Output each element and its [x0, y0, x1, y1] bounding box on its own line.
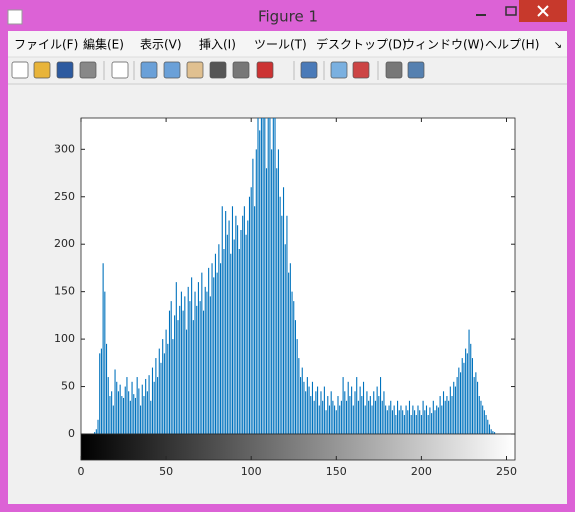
y-tick-label: 250 [54, 190, 75, 203]
x-tick-label: 200 [411, 465, 432, 478]
toolbar-button[interactable] [163, 61, 181, 79]
menu-item[interactable]: 挿入(I) [199, 38, 236, 52]
toolbar-button[interactable] [140, 61, 158, 79]
toolbar-button[interactable] [79, 61, 97, 79]
toolbar-button[interactable] [33, 61, 51, 79]
close-icon [537, 5, 549, 17]
x-tick-label: 150 [326, 465, 347, 478]
x-tick-label: 250 [496, 465, 517, 478]
toolbar-button[interactable] [385, 61, 403, 79]
toolbar-button[interactable] [56, 61, 74, 79]
plot-area [80, 117, 516, 435]
app-icon [7, 9, 23, 25]
menu-bar [8, 31, 567, 57]
menu-item[interactable]: 編集(E) [83, 37, 124, 52]
toolbar-button[interactable] [186, 61, 204, 79]
menu-item[interactable]: ツール(T) [254, 38, 307, 52]
toolbar-button[interactable] [407, 61, 425, 79]
menu-item[interactable]: ファイル(F) [14, 38, 78, 52]
window-title: Figure 1 [258, 8, 318, 26]
menu-item[interactable]: デスクトップ(D) [316, 37, 407, 52]
y-tick-label: 150 [54, 285, 75, 298]
toolbar-button[interactable] [256, 61, 274, 79]
y-tick-label: 200 [54, 237, 75, 250]
toolbar-button[interactable] [232, 61, 250, 79]
y-tick-label: 0 [68, 427, 75, 440]
colorbar [80, 433, 516, 461]
x-tick-label: 100 [241, 465, 262, 478]
toolbar-button[interactable] [352, 61, 370, 79]
toolbar-button[interactable] [11, 61, 29, 79]
y-tick-label: 50 [61, 380, 75, 393]
maximize-button[interactable] [505, 6, 517, 16]
x-tick-label: 50 [159, 465, 173, 478]
minimize-button[interactable] [476, 14, 486, 16]
toolbar-button[interactable] [300, 61, 318, 79]
toolbar-button[interactable] [330, 61, 348, 79]
menu-overflow[interactable]: ↘ [554, 40, 562, 51]
toolbar-button[interactable] [111, 61, 129, 79]
menu-item[interactable]: ウィンドウ(W) [403, 38, 484, 52]
x-tick-label: 0 [78, 465, 85, 478]
menu-item[interactable]: ヘルプ(H) [485, 38, 539, 52]
toolbar-button[interactable] [209, 61, 227, 79]
y-tick-label: 100 [54, 332, 75, 345]
y-tick-label: 300 [54, 142, 75, 155]
menu-item[interactable]: 表示(V) [140, 38, 182, 52]
